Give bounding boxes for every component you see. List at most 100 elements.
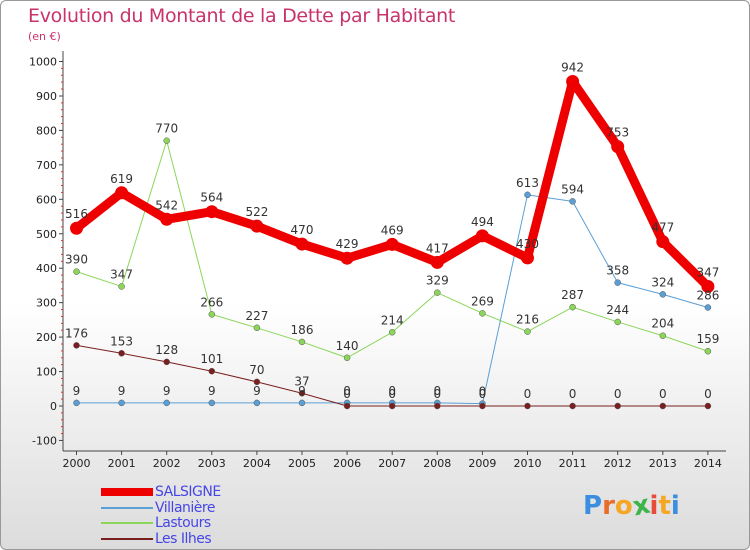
x-tick-label: 2010 (514, 457, 542, 470)
data-point (569, 402, 576, 410)
chart-unit-label: (en €) (28, 30, 61, 43)
series-line (72, 76, 713, 291)
data-point (479, 402, 486, 410)
data-label: 0 (659, 387, 667, 401)
y-tick-label: 1000 (29, 56, 57, 69)
data-point (70, 221, 83, 235)
data-point (163, 358, 170, 366)
data-label: 287 (561, 288, 584, 302)
data-point (298, 399, 306, 407)
x-tick-label: 2009 (468, 457, 496, 470)
data-label: 477 (651, 221, 674, 235)
y-tick-label: 400 (36, 262, 57, 275)
data-label: 0 (343, 384, 351, 398)
data-point (298, 390, 306, 397)
series-layer (70, 74, 715, 410)
data-label: 176 (65, 326, 88, 340)
series-lastours (73, 137, 712, 362)
data-label: 0 (479, 387, 487, 401)
data-label: 522 (245, 205, 268, 219)
logo-letter: P (583, 491, 603, 521)
data-label: 153 (110, 334, 133, 348)
data-point (388, 329, 396, 336)
logo-letter: r (602, 491, 615, 521)
data-point (340, 251, 354, 265)
data-label: 140 (336, 339, 359, 353)
legend-label: Les Ilhes (155, 530, 212, 547)
data-point (704, 304, 712, 311)
data-label: 0 (433, 387, 441, 401)
data-point (208, 311, 216, 318)
data-point (118, 283, 125, 290)
x-tick-label: 2004 (243, 457, 271, 470)
data-label: 0 (569, 387, 577, 401)
data-point (250, 219, 264, 233)
logo-letter: i (649, 491, 659, 521)
data-label: 494 (471, 215, 494, 229)
data-label: 9 (298, 384, 306, 398)
data-point (701, 279, 715, 293)
data-label: 266 (200, 295, 223, 309)
data-point (115, 186, 129, 200)
data-label: 564 (200, 191, 223, 205)
data-label: 0 (388, 387, 396, 401)
data-label: 0 (479, 385, 487, 399)
data-point (430, 255, 444, 269)
data-label: 542 (155, 198, 178, 212)
data-point (253, 378, 261, 386)
data-point (614, 318, 621, 326)
data-label: 516 (65, 207, 88, 221)
data-point (569, 198, 576, 205)
data-point (614, 279, 621, 286)
x-tick-label: 2011 (559, 457, 587, 470)
data-point (343, 354, 351, 362)
data-label: 770 (155, 122, 178, 136)
data-point (388, 402, 396, 410)
data-point (524, 328, 531, 335)
x-tick-label: 2013 (649, 457, 677, 470)
data-label: 269 (471, 294, 494, 308)
data-label: 159 (696, 332, 719, 346)
y-tick-label: 800 (36, 124, 57, 137)
data-label: 347 (110, 267, 133, 281)
data-point (163, 399, 170, 407)
data-point (566, 74, 580, 88)
y-tick-label: 900 (36, 90, 57, 103)
data-point (298, 338, 306, 346)
y-tick-label: 500 (36, 228, 57, 241)
series-les-ilhes (73, 342, 712, 410)
legend-label: Lastours (155, 515, 211, 531)
data-label: 214 (381, 313, 404, 327)
data-point (434, 289, 441, 296)
data-label: 430 (516, 237, 539, 251)
y-tick-label: 100 (36, 366, 57, 379)
data-point (253, 324, 261, 332)
data-point (118, 350, 125, 357)
data-point (163, 137, 170, 144)
data-point (479, 310, 486, 317)
data-point (704, 347, 712, 355)
data-point (614, 402, 621, 410)
data-label: 0 (343, 387, 351, 401)
data-point (205, 205, 219, 219)
data-label: 0 (524, 387, 532, 401)
data-point (160, 212, 174, 226)
data-point (385, 237, 399, 251)
x-tick-label: 2006 (333, 457, 361, 470)
data-label: 613 (516, 176, 539, 190)
data-label: 286 (696, 288, 719, 302)
data-label: 470 (291, 223, 314, 237)
data-label: 9 (253, 384, 261, 398)
data-label: 186 (291, 323, 314, 337)
x-tick-label: 2007 (378, 457, 406, 470)
data-point (656, 235, 670, 249)
data-label: 0 (614, 387, 622, 401)
data-label: 942 (561, 60, 584, 74)
data-point (208, 399, 216, 407)
data-label: 417 (426, 241, 449, 255)
data-point (569, 303, 576, 311)
data-point (208, 367, 216, 375)
data-point (659, 402, 667, 410)
data-label: 390 (65, 253, 88, 267)
legend-swatch (101, 506, 153, 509)
